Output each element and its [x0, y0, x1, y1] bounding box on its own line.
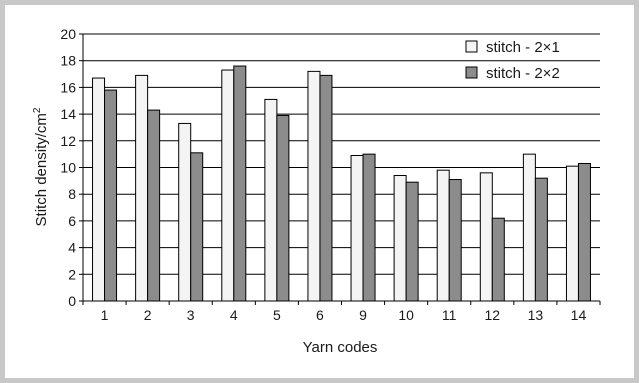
bar-series2: [233, 65, 247, 302]
bar-series1: [135, 74, 149, 302]
bar-series2: [319, 74, 333, 302]
bar-series1: [522, 153, 536, 302]
legend-label-series2: stitch - 2×2: [486, 65, 560, 82]
y-tick-label: 0: [68, 293, 76, 309]
y-axis-label-main: Stitch density/cm: [33, 113, 50, 226]
x-axis-label: Yarn codes: [303, 339, 378, 356]
x-tick-label: 5: [273, 307, 281, 323]
y-tick-label: 2: [68, 266, 76, 282]
bar-series1: [479, 172, 493, 302]
y-tick-label: 18: [60, 53, 76, 69]
x-tick-label: 12: [485, 307, 501, 323]
bar-series1: [350, 154, 364, 302]
bar-series2: [534, 177, 548, 302]
y-tick-label: 4: [68, 240, 76, 256]
bar-series2: [104, 89, 118, 302]
x-tick-label: 10: [398, 307, 414, 323]
x-tick-label: 4: [230, 307, 238, 323]
x-tick-label: 14: [571, 307, 587, 323]
bar-series1: [393, 175, 407, 302]
x-tick-label: 2: [144, 307, 152, 323]
y-axis-label: Stitch density/cm2: [32, 107, 50, 226]
bar-series1: [221, 69, 235, 302]
axes: [79, 33, 601, 305]
bar-series2: [362, 153, 376, 302]
bar-series2: [147, 109, 161, 302]
bar-series1: [264, 98, 278, 302]
y-tick-label: 8: [68, 186, 76, 202]
y-tick-labels: 0 2 4 6 8 10 12 14 16 18 20: [60, 26, 76, 309]
bar-series1: [565, 165, 579, 302]
bar-series1: [92, 77, 106, 302]
x-tick-labels: 1 2 3 4 5 6 9 10 11 12 13 14: [101, 307, 587, 323]
x-tick-label: 6: [316, 307, 324, 323]
bar-series2: [405, 181, 419, 302]
y-tick-label: 14: [60, 106, 76, 122]
legend-label-series1: stitch - 2×1: [486, 39, 560, 56]
bars: [92, 65, 591, 302]
y-tick-label: 10: [60, 160, 76, 176]
x-tick-label: 11: [442, 307, 457, 323]
x-tick-label: 13: [528, 307, 544, 323]
bar-series1: [436, 169, 450, 302]
y-tick-label: 12: [60, 133, 76, 149]
x-tick-label: 3: [187, 307, 195, 323]
y-tick-label: 16: [60, 79, 76, 95]
x-tick-label: 1: [101, 307, 109, 323]
legend-swatch-series2: [465, 66, 478, 79]
bar-series1: [307, 70, 321, 302]
bar-series2: [190, 152, 204, 302]
bar-series2: [448, 179, 462, 302]
grid-lines: [83, 33, 600, 275]
bar-series2: [276, 114, 290, 302]
bar-series2: [491, 217, 505, 302]
y-tick-label: 20: [60, 26, 76, 42]
legend-swatch-series1: [465, 40, 478, 53]
y-axis-label-superscript: 2: [32, 107, 43, 113]
bar-series1: [178, 122, 192, 302]
legend: stitch - 2×1 stitch - 2×2: [465, 39, 560, 82]
bar-series2: [577, 162, 591, 302]
y-tick-label: 6: [68, 213, 76, 229]
x-tick-label: 9: [359, 307, 367, 323]
